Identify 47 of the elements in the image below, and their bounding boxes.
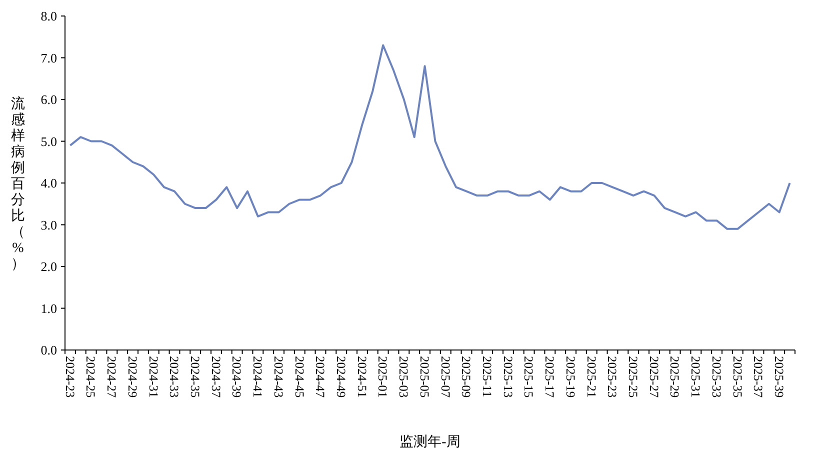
y-tick-label: 1.0	[40, 300, 57, 316]
x-tick-label: 2025-39	[772, 356, 786, 398]
x-tick-label: 2025-07	[438, 356, 452, 398]
x-tick-label: 2024-25	[84, 356, 98, 398]
x-tick-label: 2024-29	[125, 356, 140, 398]
x-tick-label: 2025-27	[646, 356, 661, 398]
x-tick-label: 2025-09	[459, 356, 474, 398]
x-tick-label: 2024-37	[208, 356, 223, 398]
x-tick-label: 2025-37	[751, 356, 766, 398]
x-tick-label: 2025-03	[396, 356, 411, 398]
x-tick-label: 2024-33	[167, 356, 182, 398]
y-tick-label: 7.0	[40, 50, 57, 66]
x-tick-label: 2024-45	[292, 356, 306, 398]
x-tick-label: 2025-15	[522, 356, 536, 398]
x-tick-label: 2025-35	[730, 356, 744, 398]
x-tick-label: 2025-21	[584, 356, 598, 398]
text: 流感样病例百分比（%）	[11, 96, 25, 272]
y-tick-label: 0.0	[40, 342, 57, 358]
y-tick-label: 4.0	[40, 176, 57, 191]
x-tick-label: 2024-47	[313, 356, 328, 398]
x-tick-label: 2025-29	[668, 356, 682, 398]
x-tick-label: 2024-51	[354, 356, 369, 398]
y-tick-label: 8.0	[40, 8, 57, 24]
x-tick-label: 2025-23	[605, 356, 620, 398]
x-axis-title: 监测年-周	[400, 434, 460, 450]
line-series	[69, 44, 791, 230]
x-tick-label: 2024-35	[188, 356, 202, 398]
x-tick-label: 2025-13	[500, 356, 515, 398]
y-tick-label: 3.0	[40, 217, 57, 232]
y-tick-label: 6.0	[40, 92, 57, 108]
x-tick-label: 2024-31	[146, 356, 160, 398]
x-tick-label: 2025-25	[626, 356, 640, 398]
y-tick-label: 2.0	[40, 259, 57, 274]
x-tick-label: 2024-39	[230, 356, 244, 398]
x-tick-label: 2025-11	[480, 356, 494, 398]
x-tick-label: 2024-49	[334, 356, 348, 398]
x-tick-label: 2025-05	[417, 356, 432, 398]
x-tick-label: 2025-17	[542, 356, 557, 398]
x-tick-label: 2025-31	[688, 356, 703, 398]
x-tick-label: 2024-27	[104, 356, 119, 398]
x-tick-label: 2025-19	[563, 356, 578, 398]
y-tick-label: 5.0	[40, 134, 57, 149]
x-tick-label: 2025-01	[376, 356, 390, 398]
x-tick-label: 2025-33	[709, 356, 724, 398]
x-tick-label: 2024-43	[271, 356, 286, 398]
x-tick-label: 2024-41	[250, 356, 265, 398]
x-tick-label: 2024-23	[62, 356, 77, 398]
